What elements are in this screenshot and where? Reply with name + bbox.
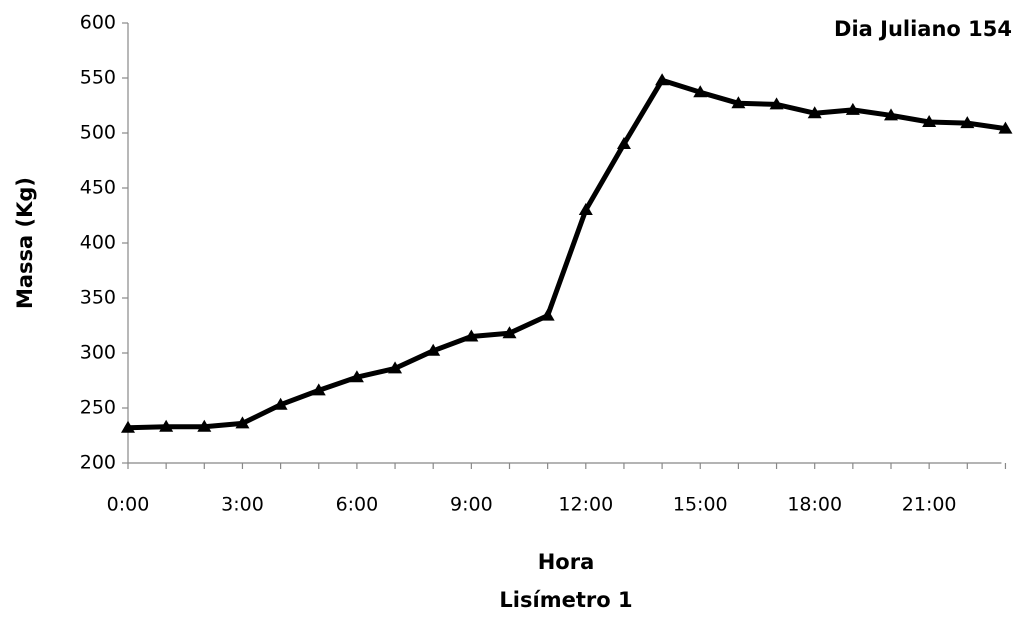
x-tick-label: 18:00 <box>787 494 842 516</box>
y-tick-label: 250 <box>80 397 116 419</box>
marker <box>121 420 135 433</box>
marker <box>159 419 174 432</box>
marker <box>464 329 479 342</box>
y-tick-label: 200 <box>80 452 116 474</box>
marker <box>273 397 288 410</box>
chart-title: Dia Juliano 154 <box>834 17 1012 41</box>
marker <box>616 137 631 149</box>
x-tick-label: 9:00 <box>450 494 493 516</box>
y-tick-label: 500 <box>80 122 116 144</box>
marker <box>884 108 898 121</box>
marker <box>426 343 441 356</box>
y-tick-label: 300 <box>80 342 116 364</box>
marker <box>349 370 364 383</box>
marker <box>922 115 937 127</box>
y-tick-label: 350 <box>80 287 116 309</box>
x-tick-label: 0:00 <box>107 494 150 516</box>
y-tick-label: 550 <box>80 67 116 89</box>
x-tick-label: 6:00 <box>336 494 379 516</box>
marker <box>998 121 1013 134</box>
marker <box>540 308 555 321</box>
y-tick-label: 600 <box>80 12 116 34</box>
line <box>127 77 1006 431</box>
marker <box>235 416 250 429</box>
marker <box>807 106 822 119</box>
y-tick-label: 450 <box>80 177 116 199</box>
caption: Lisímetro 1 <box>499 588 632 612</box>
marker <box>655 73 670 86</box>
marker <box>769 97 784 110</box>
marker <box>960 116 975 129</box>
x-tick-label: 3:00 <box>221 494 264 516</box>
x-axis-label: Hora <box>538 550 595 574</box>
marker <box>311 383 326 396</box>
x-tick-label: 15:00 <box>673 494 728 516</box>
marker <box>693 85 708 98</box>
marker <box>845 102 860 115</box>
x-tick-label: 21:00 <box>902 494 957 516</box>
x-tick-label: 12:00 <box>558 494 613 516</box>
y-axis-label: Massa (Kg) <box>13 177 37 309</box>
y-tick-label: 400 <box>80 232 116 254</box>
marker <box>502 326 517 339</box>
marker <box>388 361 403 374</box>
marker <box>197 419 212 432</box>
marker <box>731 96 746 109</box>
marker <box>578 203 593 215</box>
